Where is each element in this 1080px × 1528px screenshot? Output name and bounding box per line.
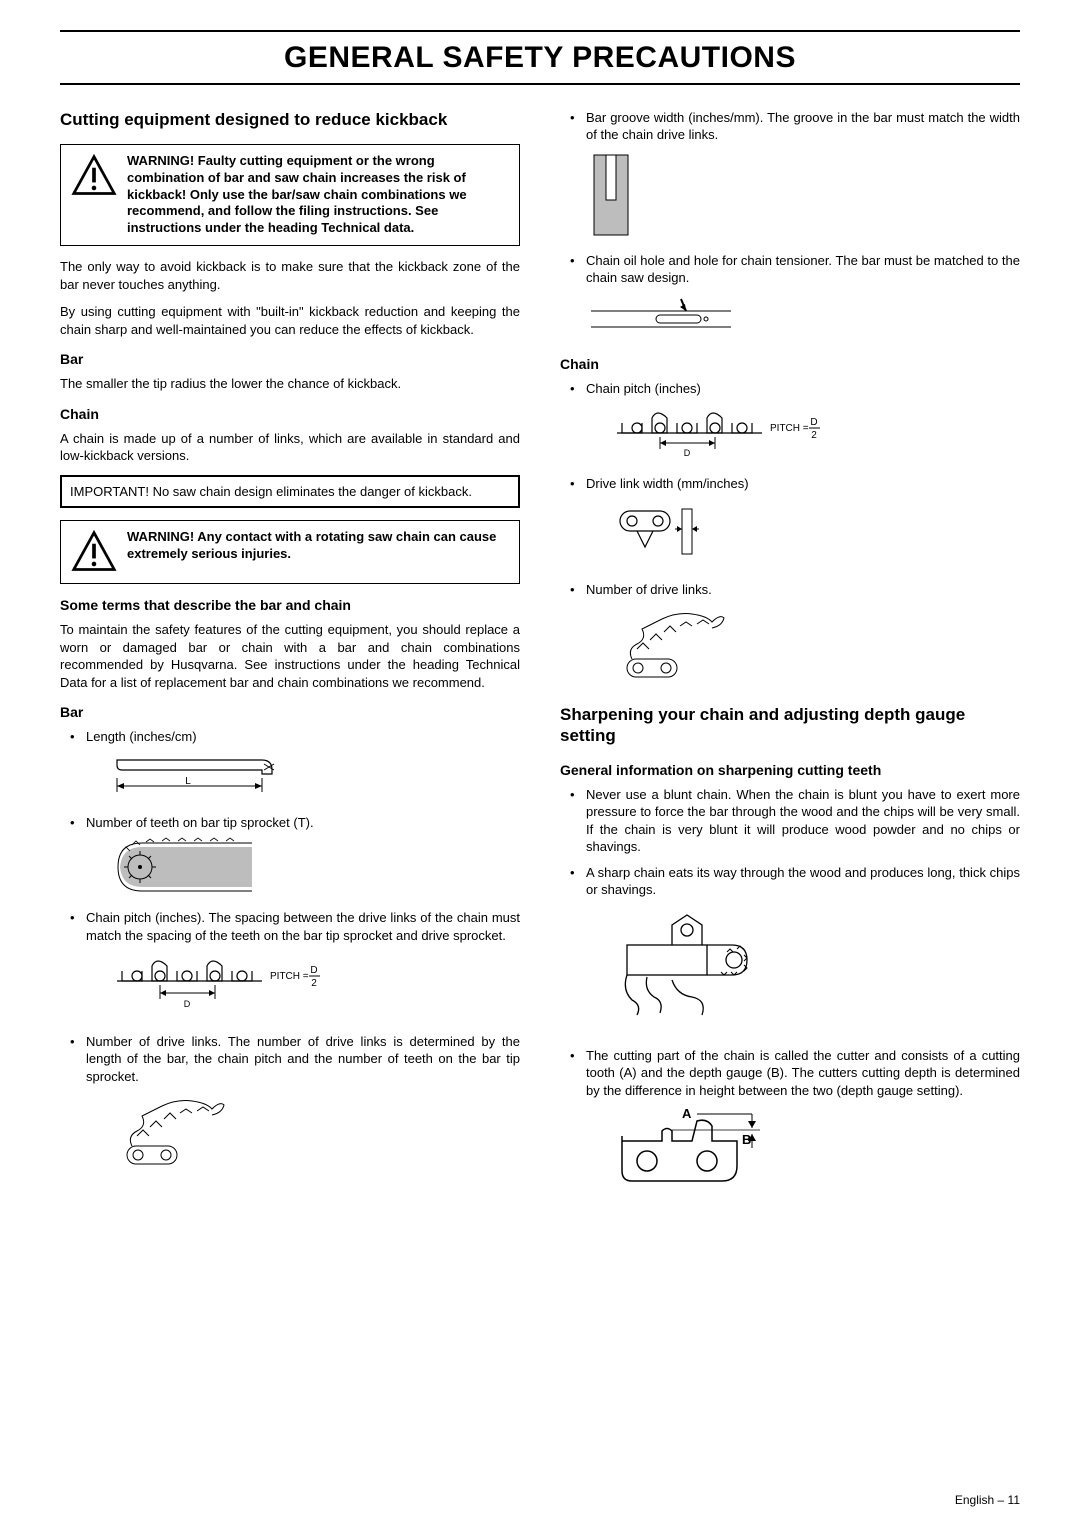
fig-cutter-ab: A B bbox=[612, 1106, 1020, 1196]
label-L: L bbox=[185, 776, 191, 787]
warning-box-1: WARNING! Faulty cutting equipment or the… bbox=[60, 144, 520, 246]
li-length-text: Length (inches/cm) bbox=[86, 729, 197, 744]
li-links-text: Number of drive links. The number of dri… bbox=[86, 1034, 520, 1084]
fig-sprocket bbox=[112, 837, 520, 897]
content-columns: Cutting equipment designed to reduce kic… bbox=[60, 109, 1020, 1208]
frac-n2: D bbox=[810, 417, 817, 428]
bar-list-cont: Bar groove width (inches/mm). The groove… bbox=[560, 109, 1020, 343]
left-column: Cutting equipment designed to reduce kic… bbox=[60, 109, 520, 1208]
label-D: D bbox=[184, 999, 191, 1009]
frac-n: D bbox=[310, 965, 317, 976]
fig-chain-pitch: D PITCH = D 2 bbox=[112, 951, 520, 1021]
li-dlink: Drive link width (mm/inches) bbox=[560, 475, 1020, 569]
page-title: GENERAL SAFETY PRECAUTIONS bbox=[60, 38, 1020, 85]
label-pitch2: PITCH = bbox=[770, 423, 809, 434]
fig-drive-link-width bbox=[612, 499, 1020, 569]
li-cpitch-text: Chain pitch (inches) bbox=[586, 381, 701, 396]
li-groove: Bar groove width (inches/mm). The groove… bbox=[560, 109, 1020, 240]
para-kickback-2: By using cutting equipment with "built-i… bbox=[60, 303, 520, 338]
chain-list: Chain pitch (inches) bbox=[560, 380, 1020, 685]
warning-icon bbox=[71, 529, 117, 575]
heading-chain-1: Chain bbox=[60, 405, 520, 424]
fig-bar-length: L bbox=[112, 752, 520, 802]
li-length: Length (inches/cm) L bbox=[60, 728, 520, 802]
bar-list: Length (inches/cm) L N bbox=[60, 728, 520, 1171]
warning-box-2: WARNING! Any contact with a rotating saw… bbox=[60, 520, 520, 584]
li-sharp: A sharp chain eats its way through the w… bbox=[560, 864, 1020, 1035]
fig-sharp-chain bbox=[612, 905, 1020, 1035]
para-kickback-1: The only way to avoid kickback is to mak… bbox=[60, 258, 520, 293]
right-column: Bar groove width (inches/mm). The groove… bbox=[560, 109, 1020, 1208]
frac-d2: 2 bbox=[811, 430, 817, 441]
li-pitch: Chain pitch (inches). The spacing betwee… bbox=[60, 909, 520, 1020]
li-links: Number of drive links. The number of dri… bbox=[60, 1033, 520, 1172]
sharpening-list: Never use a blunt chain. When the chain … bbox=[560, 786, 1020, 1196]
warning-text-1: WARNING! Faulty cutting equipment or the… bbox=[127, 153, 509, 237]
li-cutter: The cutting part of the chain is called … bbox=[560, 1047, 1020, 1196]
fig-ndrive bbox=[612, 604, 1020, 684]
li-oil: Chain oil hole and hole for chain tensio… bbox=[560, 252, 1020, 343]
li-teeth: Number of teeth on bar tip sprocket (T). bbox=[60, 814, 520, 898]
para-chain-1: A chain is made up of a number of links,… bbox=[60, 430, 520, 465]
fig-groove bbox=[586, 150, 1020, 240]
important-box: IMPORTANT! No saw chain design eliminate… bbox=[60, 475, 520, 509]
li-blunt: Never use a blunt chain. When the chain … bbox=[560, 786, 1020, 856]
page-footer: English – 11 bbox=[955, 1492, 1020, 1508]
li-dlink-text: Drive link width (mm/inches) bbox=[586, 476, 749, 491]
warning-icon bbox=[71, 153, 117, 199]
label-pitch: PITCH = bbox=[270, 971, 309, 982]
li-cutter-text: The cutting part of the chain is called … bbox=[586, 1048, 1020, 1098]
heading-general-info: General information on sharpening cuttin… bbox=[560, 761, 1020, 780]
label-D2: D bbox=[684, 448, 691, 458]
fig-oil-hole bbox=[586, 293, 1020, 343]
li-oil-text: Chain oil hole and hole for chain tensio… bbox=[586, 253, 1020, 286]
warning-text-2: WARNING! Any contact with a rotating saw… bbox=[127, 529, 509, 563]
li-groove-text: Bar groove width (inches/mm). The groove… bbox=[586, 110, 1020, 143]
heading-bar-2: Bar bbox=[60, 703, 520, 722]
heading-terms: Some terms that describe the bar and cha… bbox=[60, 596, 520, 615]
li-cpitch: Chain pitch (inches) bbox=[560, 380, 1020, 464]
heading-kickback: Cutting equipment designed to reduce kic… bbox=[60, 109, 520, 130]
para-bar-1: The smaller the tip radius the lower the… bbox=[60, 375, 520, 393]
fig-chain-pitch-2: D PITCH = D 2 bbox=[612, 403, 1020, 463]
heading-sharpening: Sharpening your chain and adjusting dept… bbox=[560, 704, 1020, 747]
heading-bar-1: Bar bbox=[60, 350, 520, 369]
heading-chain-2: Chain bbox=[560, 355, 1020, 374]
label-A: A bbox=[682, 1106, 692, 1121]
li-teeth-text: Number of teeth on bar tip sprocket (T). bbox=[86, 815, 314, 830]
top-rule bbox=[60, 30, 1020, 32]
fig-drive-links bbox=[112, 1091, 520, 1171]
li-pitch-text: Chain pitch (inches). The spacing betwee… bbox=[86, 910, 520, 943]
li-ndrive-text: Number of drive links. bbox=[586, 582, 712, 597]
li-ndrive: Number of drive links. bbox=[560, 581, 1020, 685]
li-sharp-text: A sharp chain eats its way through the w… bbox=[586, 865, 1020, 898]
frac-d: 2 bbox=[311, 978, 317, 989]
para-terms: To maintain the safety features of the c… bbox=[60, 621, 520, 691]
